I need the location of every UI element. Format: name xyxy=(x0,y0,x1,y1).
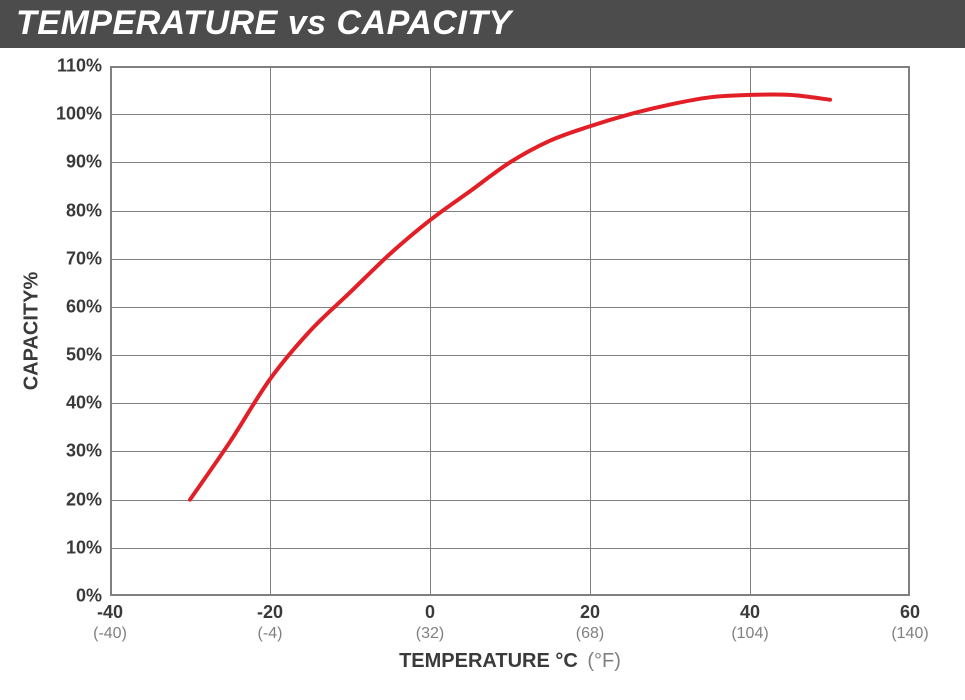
x-tick-primary: -20 xyxy=(257,602,283,622)
x-tick-secondary: (68) xyxy=(576,624,604,643)
plot-area: 0%10%20%30%40%50%60%70%80%90%100%110%-40… xyxy=(110,66,910,596)
y-axis-title: CAPACITY% xyxy=(21,272,44,391)
y-tick-label: 70% xyxy=(66,248,110,269)
x-tick-label: 40 (104) xyxy=(731,596,768,643)
x-axis-title-secondary: (°F) xyxy=(587,650,621,672)
y-tick-label: 40% xyxy=(66,393,110,414)
x-tick-primary: 40 xyxy=(740,602,760,622)
x-tick-primary: -40 xyxy=(97,602,123,622)
x-tick-secondary: (-4) xyxy=(257,624,283,643)
x-tick-label: 60 (140) xyxy=(891,596,928,643)
y-tick-label: 10% xyxy=(66,537,110,558)
y-tick-label: 90% xyxy=(66,152,110,173)
x-tick-primary: 60 xyxy=(900,602,920,622)
x-axis-title: TEMPERATURE °C (°F) xyxy=(399,650,621,673)
y-tick-label: 60% xyxy=(66,296,110,317)
x-tick-label: 0 (32) xyxy=(416,596,444,643)
y-tick-label: 20% xyxy=(66,489,110,510)
x-axis-title-primary: TEMPERATURE °C xyxy=(399,650,578,672)
plot-border xyxy=(110,66,910,596)
y-tick-label: 50% xyxy=(66,345,110,366)
chart-title-text: TEMPERATURE vs CAPACITY xyxy=(16,6,512,40)
chart-title-bar: TEMPERATURE vs CAPACITY xyxy=(0,0,965,48)
x-tick-primary: 0 xyxy=(425,602,435,622)
y-tick-label: 100% xyxy=(56,104,110,125)
x-tick-label: -20 (-4) xyxy=(257,596,283,643)
x-tick-secondary: (32) xyxy=(416,624,444,643)
y-tick-label: 110% xyxy=(57,56,110,77)
y-axis-title-text: CAPACITY% xyxy=(21,272,43,391)
x-tick-label: 20 (68) xyxy=(576,596,604,643)
x-tick-secondary: (140) xyxy=(891,624,928,643)
y-tick-label: 30% xyxy=(66,441,110,462)
x-tick-secondary: (104) xyxy=(731,624,768,643)
y-tick-label: 80% xyxy=(66,200,110,221)
x-tick-primary: 20 xyxy=(580,602,600,622)
x-tick-label: -40 (-40) xyxy=(93,596,127,643)
x-tick-secondary: (-40) xyxy=(93,624,127,643)
